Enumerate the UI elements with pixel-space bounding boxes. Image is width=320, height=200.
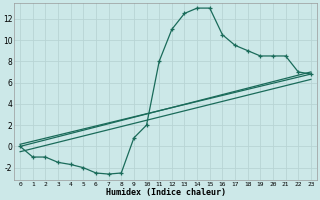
X-axis label: Humidex (Indice chaleur): Humidex (Indice chaleur): [106, 188, 226, 197]
